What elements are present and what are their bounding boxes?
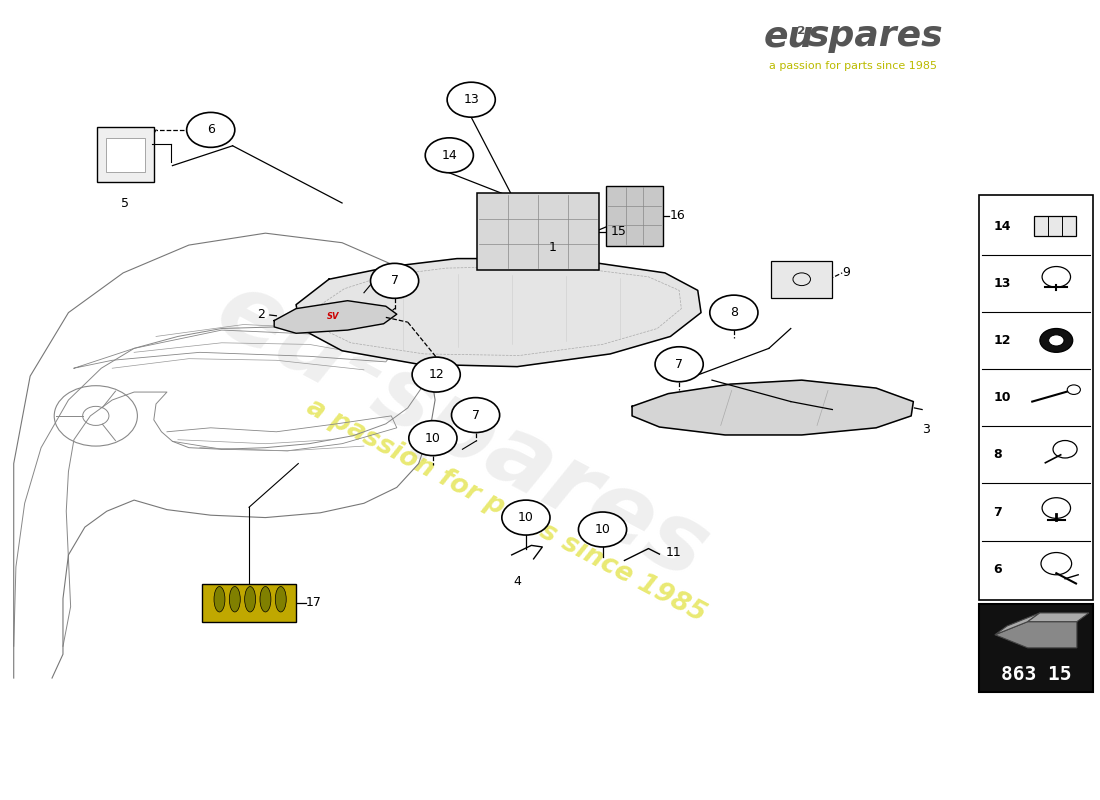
Text: a passion for parts since 1985: a passion for parts since 1985 (769, 62, 937, 71)
Circle shape (1048, 335, 1064, 346)
Circle shape (502, 500, 550, 535)
Ellipse shape (275, 586, 286, 612)
Text: 10: 10 (425, 432, 441, 445)
Polygon shape (1027, 613, 1089, 622)
Text: 17: 17 (306, 596, 322, 609)
Bar (1034, 217, 1076, 236)
FancyBboxPatch shape (476, 194, 600, 270)
Circle shape (371, 263, 419, 298)
Text: 13: 13 (463, 93, 480, 106)
Text: 14: 14 (993, 219, 1011, 233)
Text: 7: 7 (993, 506, 1002, 518)
Ellipse shape (244, 586, 255, 612)
Text: 10: 10 (518, 511, 534, 524)
Text: 10: 10 (993, 391, 1011, 404)
Circle shape (656, 346, 703, 382)
Circle shape (579, 512, 627, 547)
Text: 9: 9 (843, 266, 850, 279)
Polygon shape (996, 613, 1040, 634)
FancyBboxPatch shape (202, 583, 296, 622)
Circle shape (1040, 329, 1072, 352)
Polygon shape (996, 622, 1077, 648)
Ellipse shape (229, 586, 240, 612)
Text: 5: 5 (121, 198, 130, 210)
Circle shape (451, 398, 499, 433)
Text: 8: 8 (993, 448, 1002, 462)
Text: 7: 7 (390, 274, 398, 287)
Polygon shape (274, 301, 397, 334)
Text: 6: 6 (993, 562, 1002, 576)
Text: eu²spares: eu²spares (201, 263, 724, 600)
Circle shape (412, 357, 460, 392)
Circle shape (710, 295, 758, 330)
Ellipse shape (214, 586, 224, 612)
Text: 16: 16 (669, 209, 685, 222)
Text: 11: 11 (666, 546, 682, 559)
Text: 7: 7 (675, 358, 683, 370)
FancyBboxPatch shape (771, 261, 833, 298)
Polygon shape (296, 258, 701, 366)
Text: 8: 8 (730, 306, 738, 319)
Text: 13: 13 (993, 277, 1011, 290)
Text: 12: 12 (993, 334, 1011, 347)
FancyBboxPatch shape (979, 604, 1092, 691)
Text: 2: 2 (257, 309, 265, 322)
FancyBboxPatch shape (97, 126, 154, 182)
Circle shape (187, 113, 234, 147)
Text: a passion for parts since 1985: a passion for parts since 1985 (302, 394, 711, 628)
Circle shape (447, 82, 495, 117)
Ellipse shape (260, 586, 271, 612)
Text: 12: 12 (428, 368, 444, 381)
Polygon shape (632, 380, 913, 435)
FancyBboxPatch shape (606, 186, 662, 246)
Text: SV: SV (327, 312, 340, 321)
Text: 1: 1 (548, 241, 557, 254)
Text: 7: 7 (472, 409, 480, 422)
Text: 14: 14 (441, 149, 458, 162)
Text: eu: eu (763, 19, 814, 53)
FancyBboxPatch shape (979, 195, 1092, 600)
Circle shape (426, 138, 473, 173)
Text: 863 15: 863 15 (1001, 665, 1071, 683)
Circle shape (409, 421, 456, 456)
Text: ²: ² (798, 25, 806, 44)
Text: 10: 10 (595, 523, 610, 536)
Text: spares: spares (807, 19, 943, 53)
Circle shape (1067, 385, 1080, 394)
Text: 4: 4 (514, 574, 521, 588)
Text: 3: 3 (922, 423, 930, 436)
Bar (106, 138, 145, 172)
Text: 6: 6 (207, 123, 215, 136)
Text: 15: 15 (610, 225, 626, 238)
